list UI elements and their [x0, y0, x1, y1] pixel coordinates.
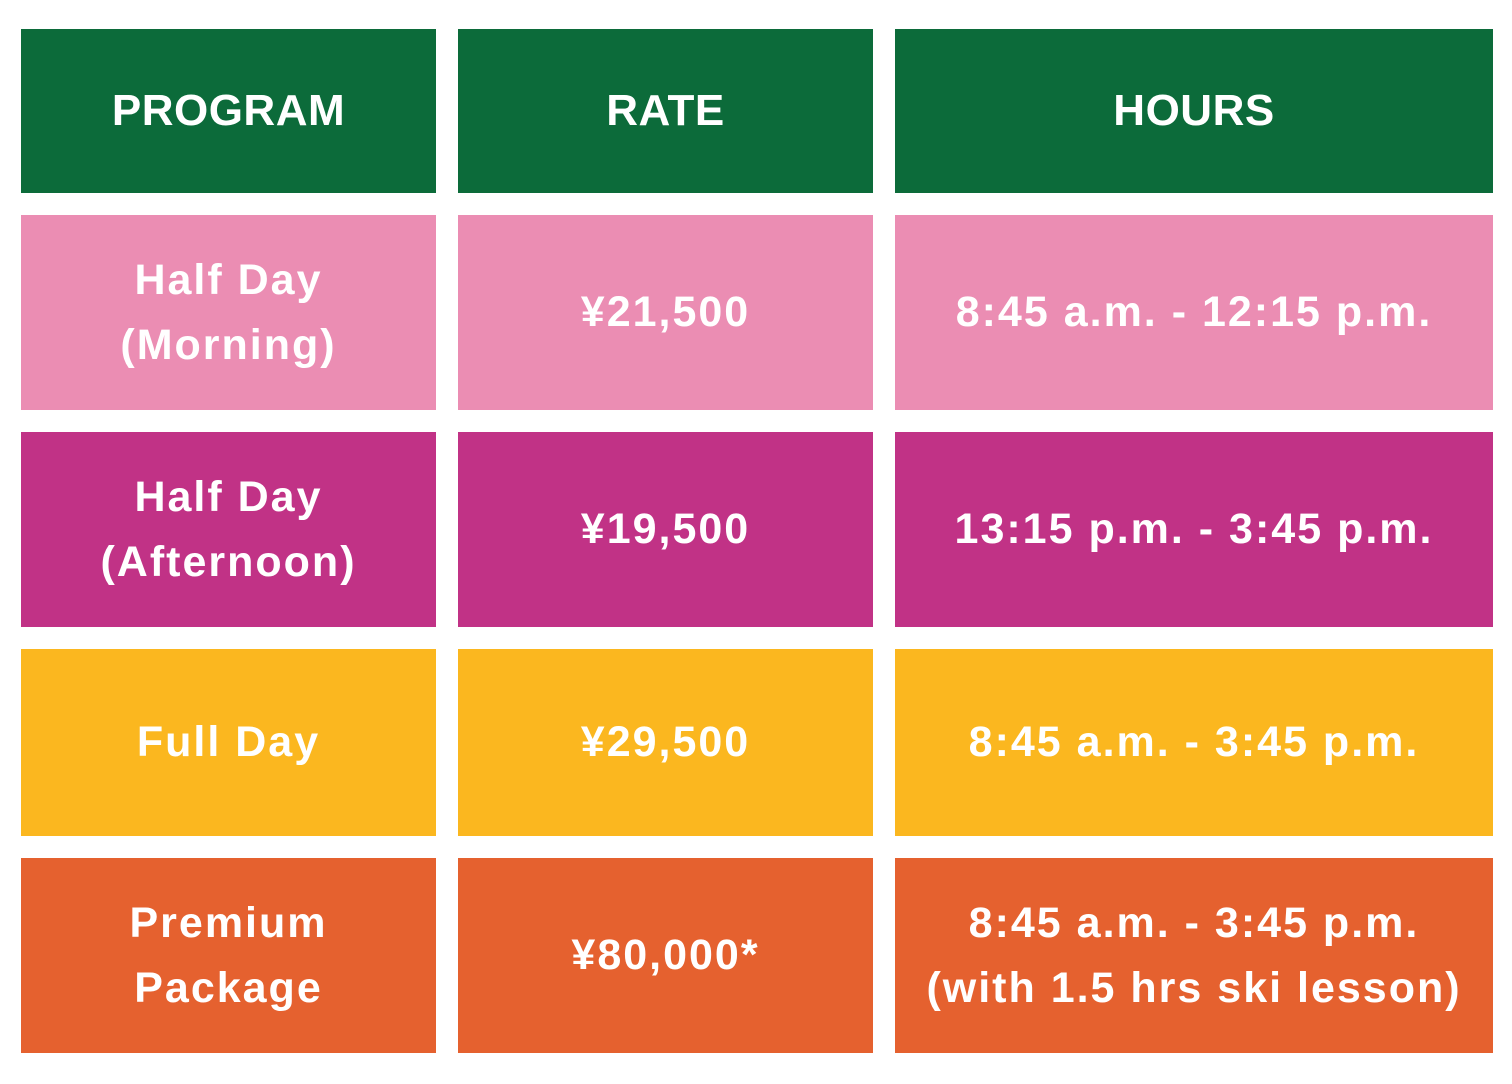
- program-cell: Half Day (Afternoon): [21, 432, 436, 627]
- pricing-table: PROGRAM RATE HOURS Half Day (Morning) ¥2…: [21, 29, 1493, 1053]
- rate-cell: ¥80,000*: [458, 858, 873, 1053]
- program-cell: Full Day: [21, 649, 436, 836]
- header-rate: RATE: [458, 29, 873, 193]
- hours-cell: 8:45 a.m. - 3:45 p.m.: [895, 649, 1493, 836]
- program-cell: Premium Package: [21, 858, 436, 1053]
- hours-cell: 13:15 p.m. - 3:45 p.m.: [895, 432, 1493, 627]
- header-program: PROGRAM: [21, 29, 436, 193]
- hours-cell: 8:45 a.m. - 3:45 p.m. (with 1.5 hrs ski …: [895, 858, 1493, 1053]
- header-hours: HOURS: [895, 29, 1493, 193]
- rate-cell: ¥21,500: [458, 215, 873, 410]
- rate-cell: ¥29,500: [458, 649, 873, 836]
- program-cell: Half Day (Morning): [21, 215, 436, 410]
- hours-cell: 8:45 a.m. - 12:15 p.m.: [895, 215, 1493, 410]
- rate-cell: ¥19,500: [458, 432, 873, 627]
